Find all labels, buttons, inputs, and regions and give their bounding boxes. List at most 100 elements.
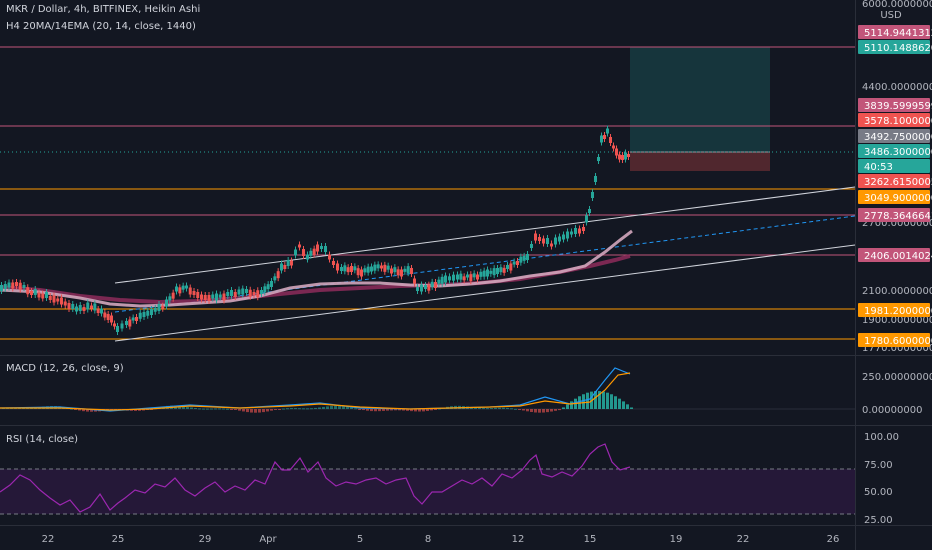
candle-body bbox=[185, 285, 188, 289]
candle-body bbox=[78, 305, 82, 311]
candle-body bbox=[363, 268, 367, 273]
macd-histogram-bar bbox=[238, 409, 241, 411]
candle-body bbox=[574, 228, 577, 234]
candle-body bbox=[519, 256, 523, 263]
candle-body bbox=[135, 317, 138, 321]
macd-axis-ticks: 250.00000000 0.00000000 bbox=[862, 372, 932, 416]
macd-histogram-bar bbox=[406, 409, 409, 411]
candle-body bbox=[499, 267, 503, 273]
candle-body bbox=[45, 292, 48, 298]
macd-histogram-bar bbox=[242, 409, 245, 412]
candle-body bbox=[516, 261, 519, 265]
candle-body bbox=[41, 293, 45, 299]
macd-histogram-bar bbox=[374, 409, 377, 412]
candle-body bbox=[578, 228, 581, 234]
price-badge-label: 5114.94413120 bbox=[864, 28, 932, 39]
candle-body bbox=[558, 236, 561, 242]
macd-histogram-bar bbox=[190, 407, 193, 409]
candle-body bbox=[230, 290, 233, 296]
candle-body bbox=[546, 238, 549, 244]
candle-body bbox=[276, 271, 280, 279]
candle-body bbox=[512, 261, 516, 265]
candle-body bbox=[430, 281, 434, 287]
candle-body bbox=[437, 279, 441, 284]
macd-histogram-bar bbox=[218, 408, 221, 410]
price-badge: 3839.59995993 bbox=[858, 98, 932, 112]
macd-histogram-bar bbox=[486, 408, 489, 410]
candle-body bbox=[211, 294, 215, 299]
position-stop-zone[interactable] bbox=[630, 152, 770, 171]
price-badge-label: 2778.36466413 bbox=[864, 211, 932, 222]
rsi-band bbox=[0, 469, 855, 514]
ma-fast-line bbox=[0, 229, 633, 308]
price-badge: 2406.00140244 bbox=[858, 248, 932, 262]
rsi-axis-ticks: 100.00 75.00 50.00 25.00 bbox=[864, 432, 899, 526]
candle-body bbox=[612, 145, 615, 149]
candle-body bbox=[298, 244, 301, 248]
candle-body bbox=[336, 263, 339, 271]
macd-histogram-bar bbox=[602, 391, 605, 409]
candle-body bbox=[294, 249, 297, 256]
indicator-legend-macd[interactable]: MACD (12, 26, close, 9) bbox=[6, 363, 124, 374]
macd-histogram-bar bbox=[222, 408, 225, 410]
candle-body bbox=[340, 267, 343, 271]
candlestick-series[interactable] bbox=[0, 125, 630, 336]
indicator-legend-ma[interactable]: H4 20MA/14EMA (20, 14, close, 1440) bbox=[6, 21, 196, 32]
channel-lower-line[interactable] bbox=[114, 244, 856, 342]
candle-body bbox=[103, 312, 107, 318]
candle-body bbox=[312, 248, 316, 255]
candle-body bbox=[157, 304, 161, 311]
candle-body bbox=[241, 288, 245, 295]
price-badge-label: 1981.20000000 bbox=[864, 306, 932, 317]
candle-body bbox=[226, 292, 230, 296]
candle-body bbox=[113, 323, 116, 327]
candle-body bbox=[33, 289, 37, 295]
channel-upper-line[interactable] bbox=[114, 186, 856, 284]
time-tick-label: 29 bbox=[199, 534, 212, 545]
macd-histogram-bar bbox=[586, 392, 589, 409]
candle-body bbox=[506, 265, 509, 269]
channel-mid-line[interactable] bbox=[114, 215, 856, 313]
candle-body bbox=[496, 268, 499, 274]
candle-body bbox=[306, 254, 309, 260]
macd-histogram-bar bbox=[522, 409, 525, 411]
price-badge: 3486.30000000 bbox=[858, 144, 932, 158]
candle-body bbox=[585, 215, 588, 223]
macd-histogram-bar bbox=[182, 406, 185, 409]
candle-body bbox=[530, 244, 533, 248]
price-badge: 3492.75000000 bbox=[858, 129, 932, 143]
macd-histogram-bar bbox=[322, 406, 325, 409]
candle-body bbox=[509, 263, 513, 271]
candle-body bbox=[343, 265, 347, 272]
indicator-legend-rsi[interactable]: RSI (14, close) bbox=[6, 434, 79, 445]
candle-body bbox=[444, 275, 447, 283]
macd-histogram-bar bbox=[274, 409, 277, 410]
candle-body bbox=[390, 268, 393, 274]
candle-body bbox=[120, 323, 124, 329]
candle-body bbox=[582, 227, 585, 231]
macd-histogram-bar bbox=[542, 409, 545, 413]
candle-body bbox=[75, 306, 78, 312]
candle-body bbox=[440, 276, 444, 284]
candle-body bbox=[181, 285, 185, 290]
candle-body bbox=[290, 260, 293, 266]
chart-title[interactable]: MKR / Dollar, 4h, BITFINEX, Heikin Ashi bbox=[6, 4, 201, 15]
candle-body bbox=[373, 264, 377, 271]
macd-histogram-bar bbox=[394, 409, 397, 411]
position-target-zone[interactable] bbox=[630, 47, 770, 152]
macd-histogram-bar bbox=[422, 409, 425, 412]
price-badge-label: 40:53 bbox=[864, 162, 893, 173]
candle-body bbox=[196, 292, 200, 298]
macd-histogram-bar bbox=[254, 409, 257, 413]
candle-body bbox=[526, 254, 529, 260]
candle-body bbox=[597, 157, 600, 161]
price-tick-label: 6000.00000000 bbox=[862, 0, 932, 10]
candle-body bbox=[486, 269, 489, 277]
candle-body bbox=[353, 266, 357, 271]
candle-body bbox=[591, 192, 594, 198]
candle-body bbox=[203, 295, 207, 300]
candle-body bbox=[116, 326, 119, 332]
candle-body bbox=[466, 274, 469, 278]
candle-body bbox=[456, 274, 459, 280]
